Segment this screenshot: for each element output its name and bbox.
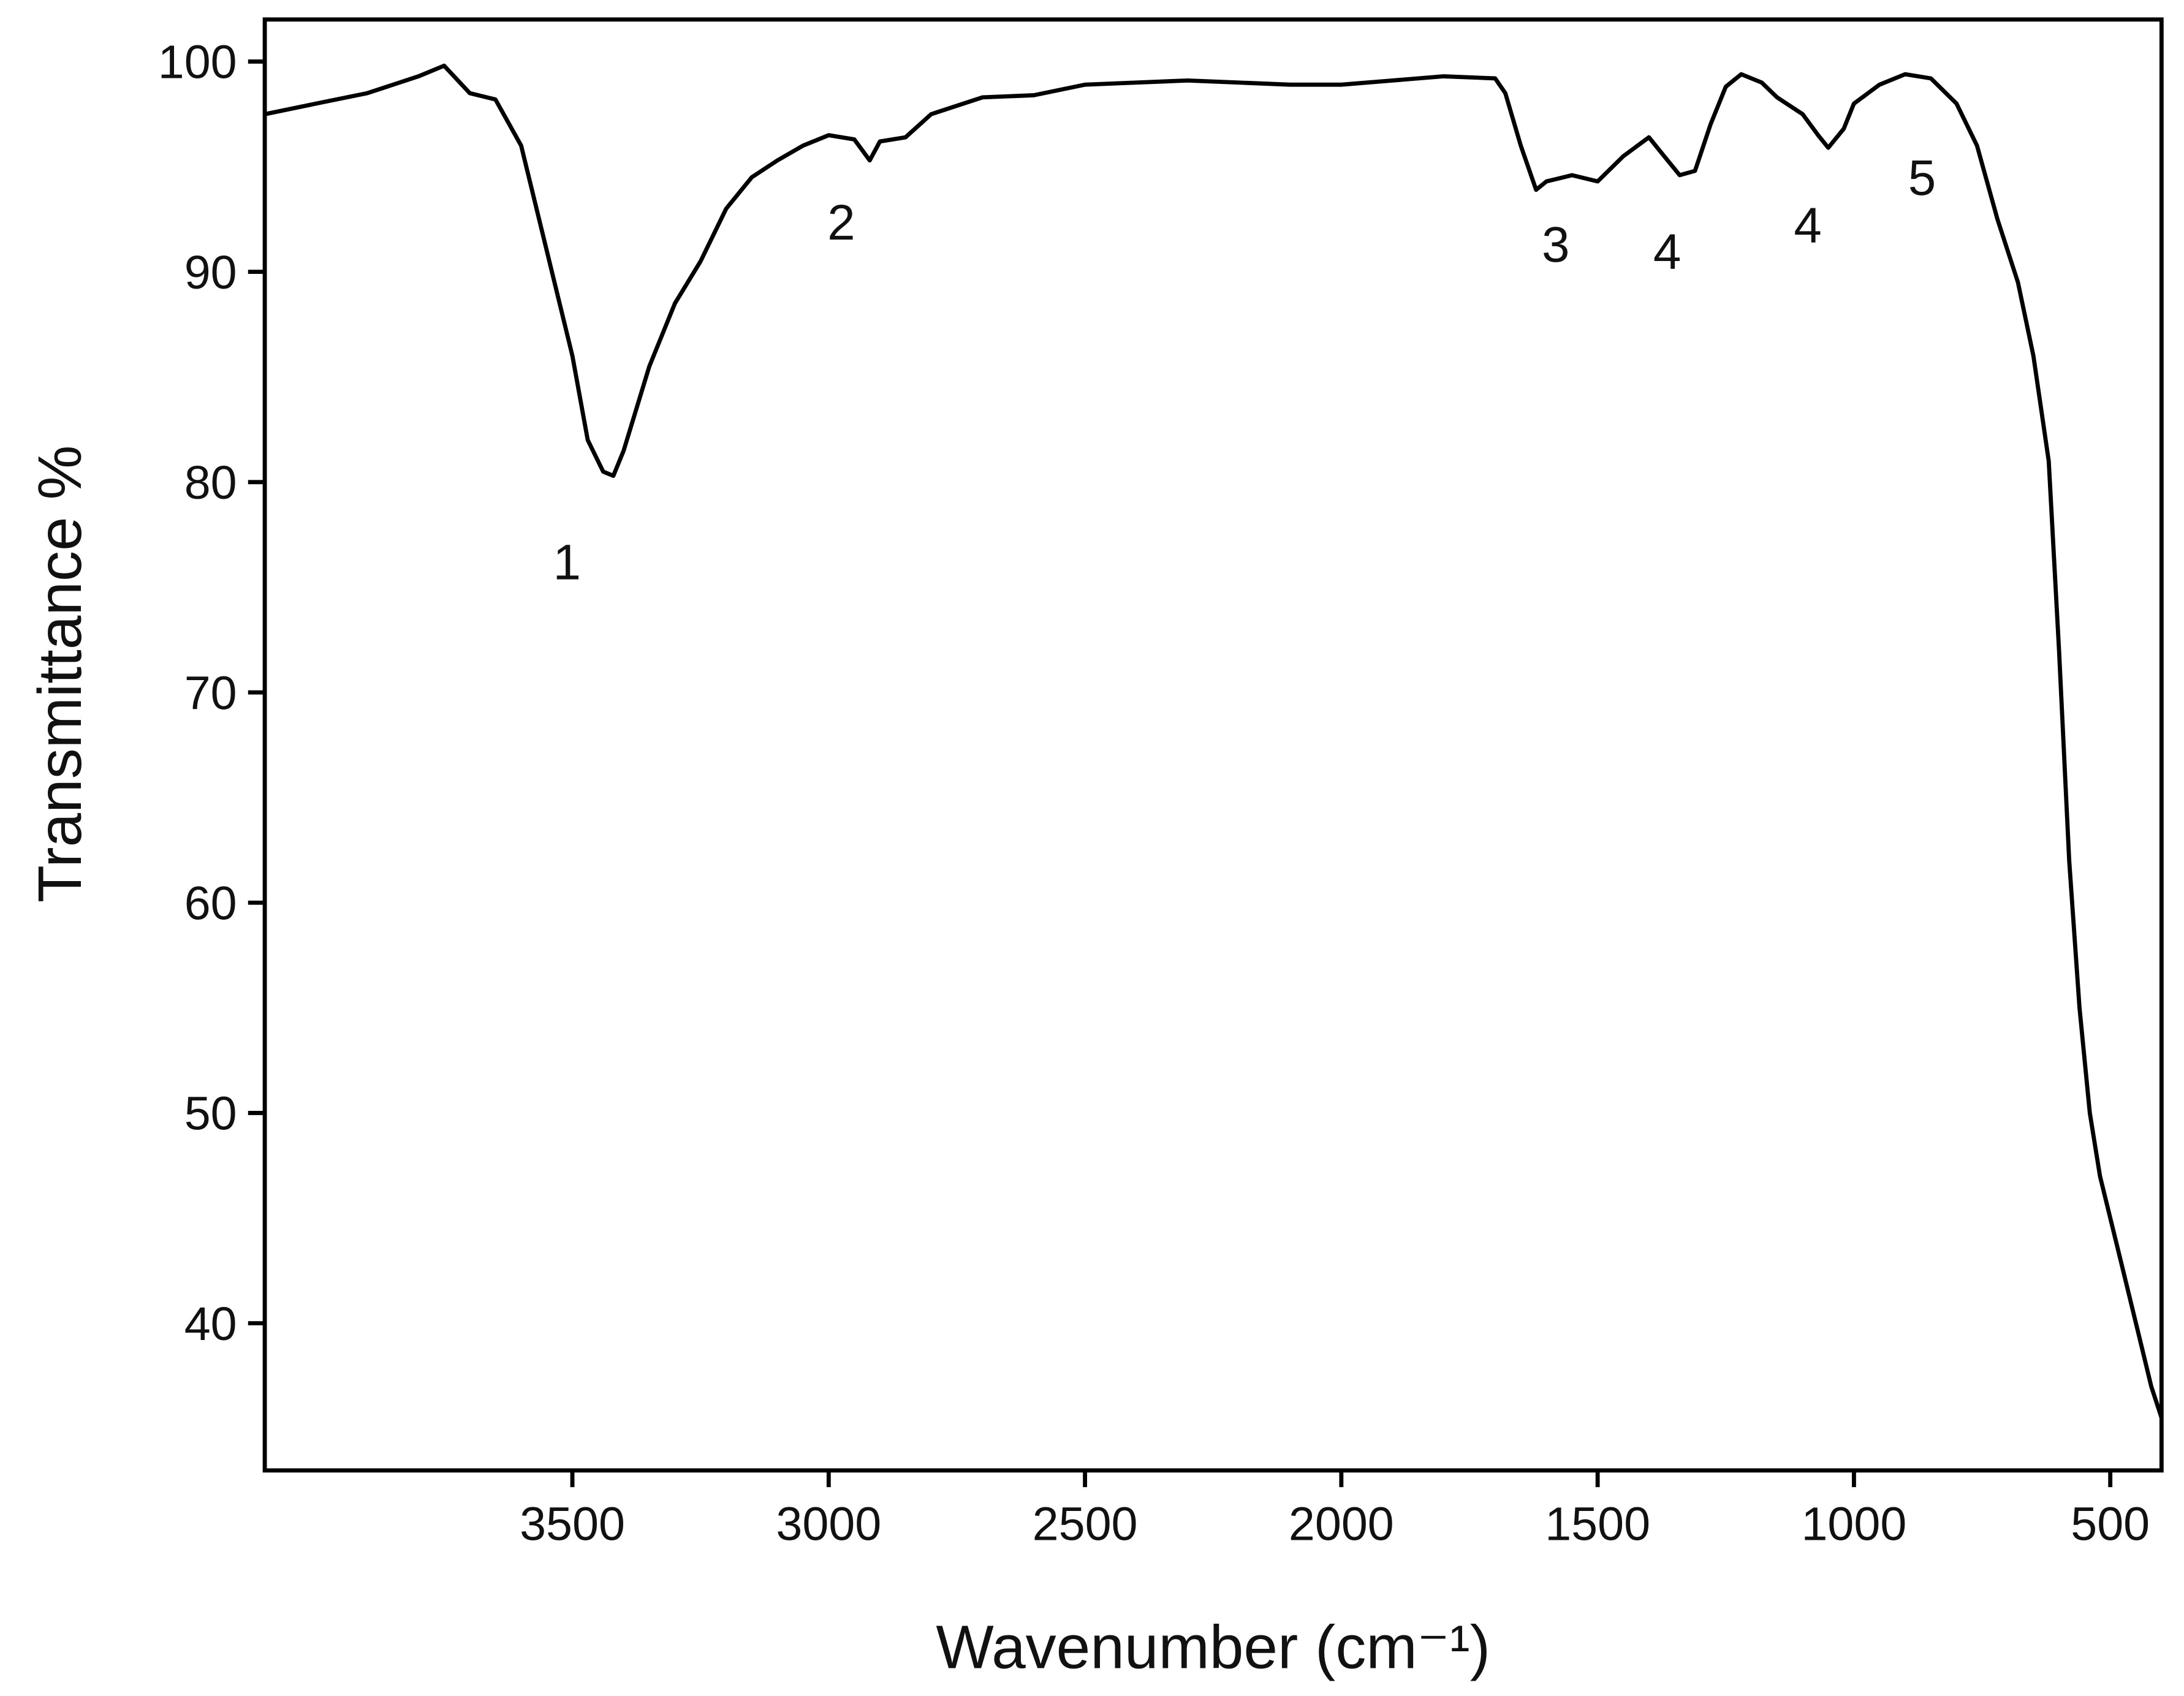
peak-label: 5 <box>1908 150 1936 206</box>
y-tick-label: 60 <box>184 877 237 929</box>
x-tick-label: 2000 <box>1289 1497 1394 1550</box>
x-tick-label: 1500 <box>1545 1497 1650 1550</box>
peak-label: 3 <box>1542 217 1570 273</box>
spectrum-line <box>264 63 2164 1418</box>
y-tick-label: 50 <box>184 1088 237 1140</box>
y-tick-label: 40 <box>184 1298 237 1350</box>
x-axis-label: Wavenumber (cm⁻¹) <box>936 1613 1490 1682</box>
peak-label: 2 <box>827 195 855 251</box>
x-tick-label: 1000 <box>1801 1497 1906 1550</box>
x-tick-label: 2500 <box>1033 1497 1138 1550</box>
peak-label: 1 <box>553 534 581 590</box>
peak-label: 4 <box>1794 197 1822 253</box>
peak-label: 4 <box>1653 224 1682 280</box>
y-tick-label: 90 <box>184 246 237 299</box>
x-tick-label: 3500 <box>520 1497 625 1550</box>
y-axis-label: Transmittance % <box>26 445 94 903</box>
plot-frame <box>262 17 2164 1473</box>
x-tick-label: 3000 <box>776 1497 881 1550</box>
y-tick-label: 70 <box>184 667 237 719</box>
y-tick-label: 80 <box>184 456 237 509</box>
x-tick-label: 500 <box>2071 1497 2150 1550</box>
y-tick-label: 100 <box>158 36 237 89</box>
